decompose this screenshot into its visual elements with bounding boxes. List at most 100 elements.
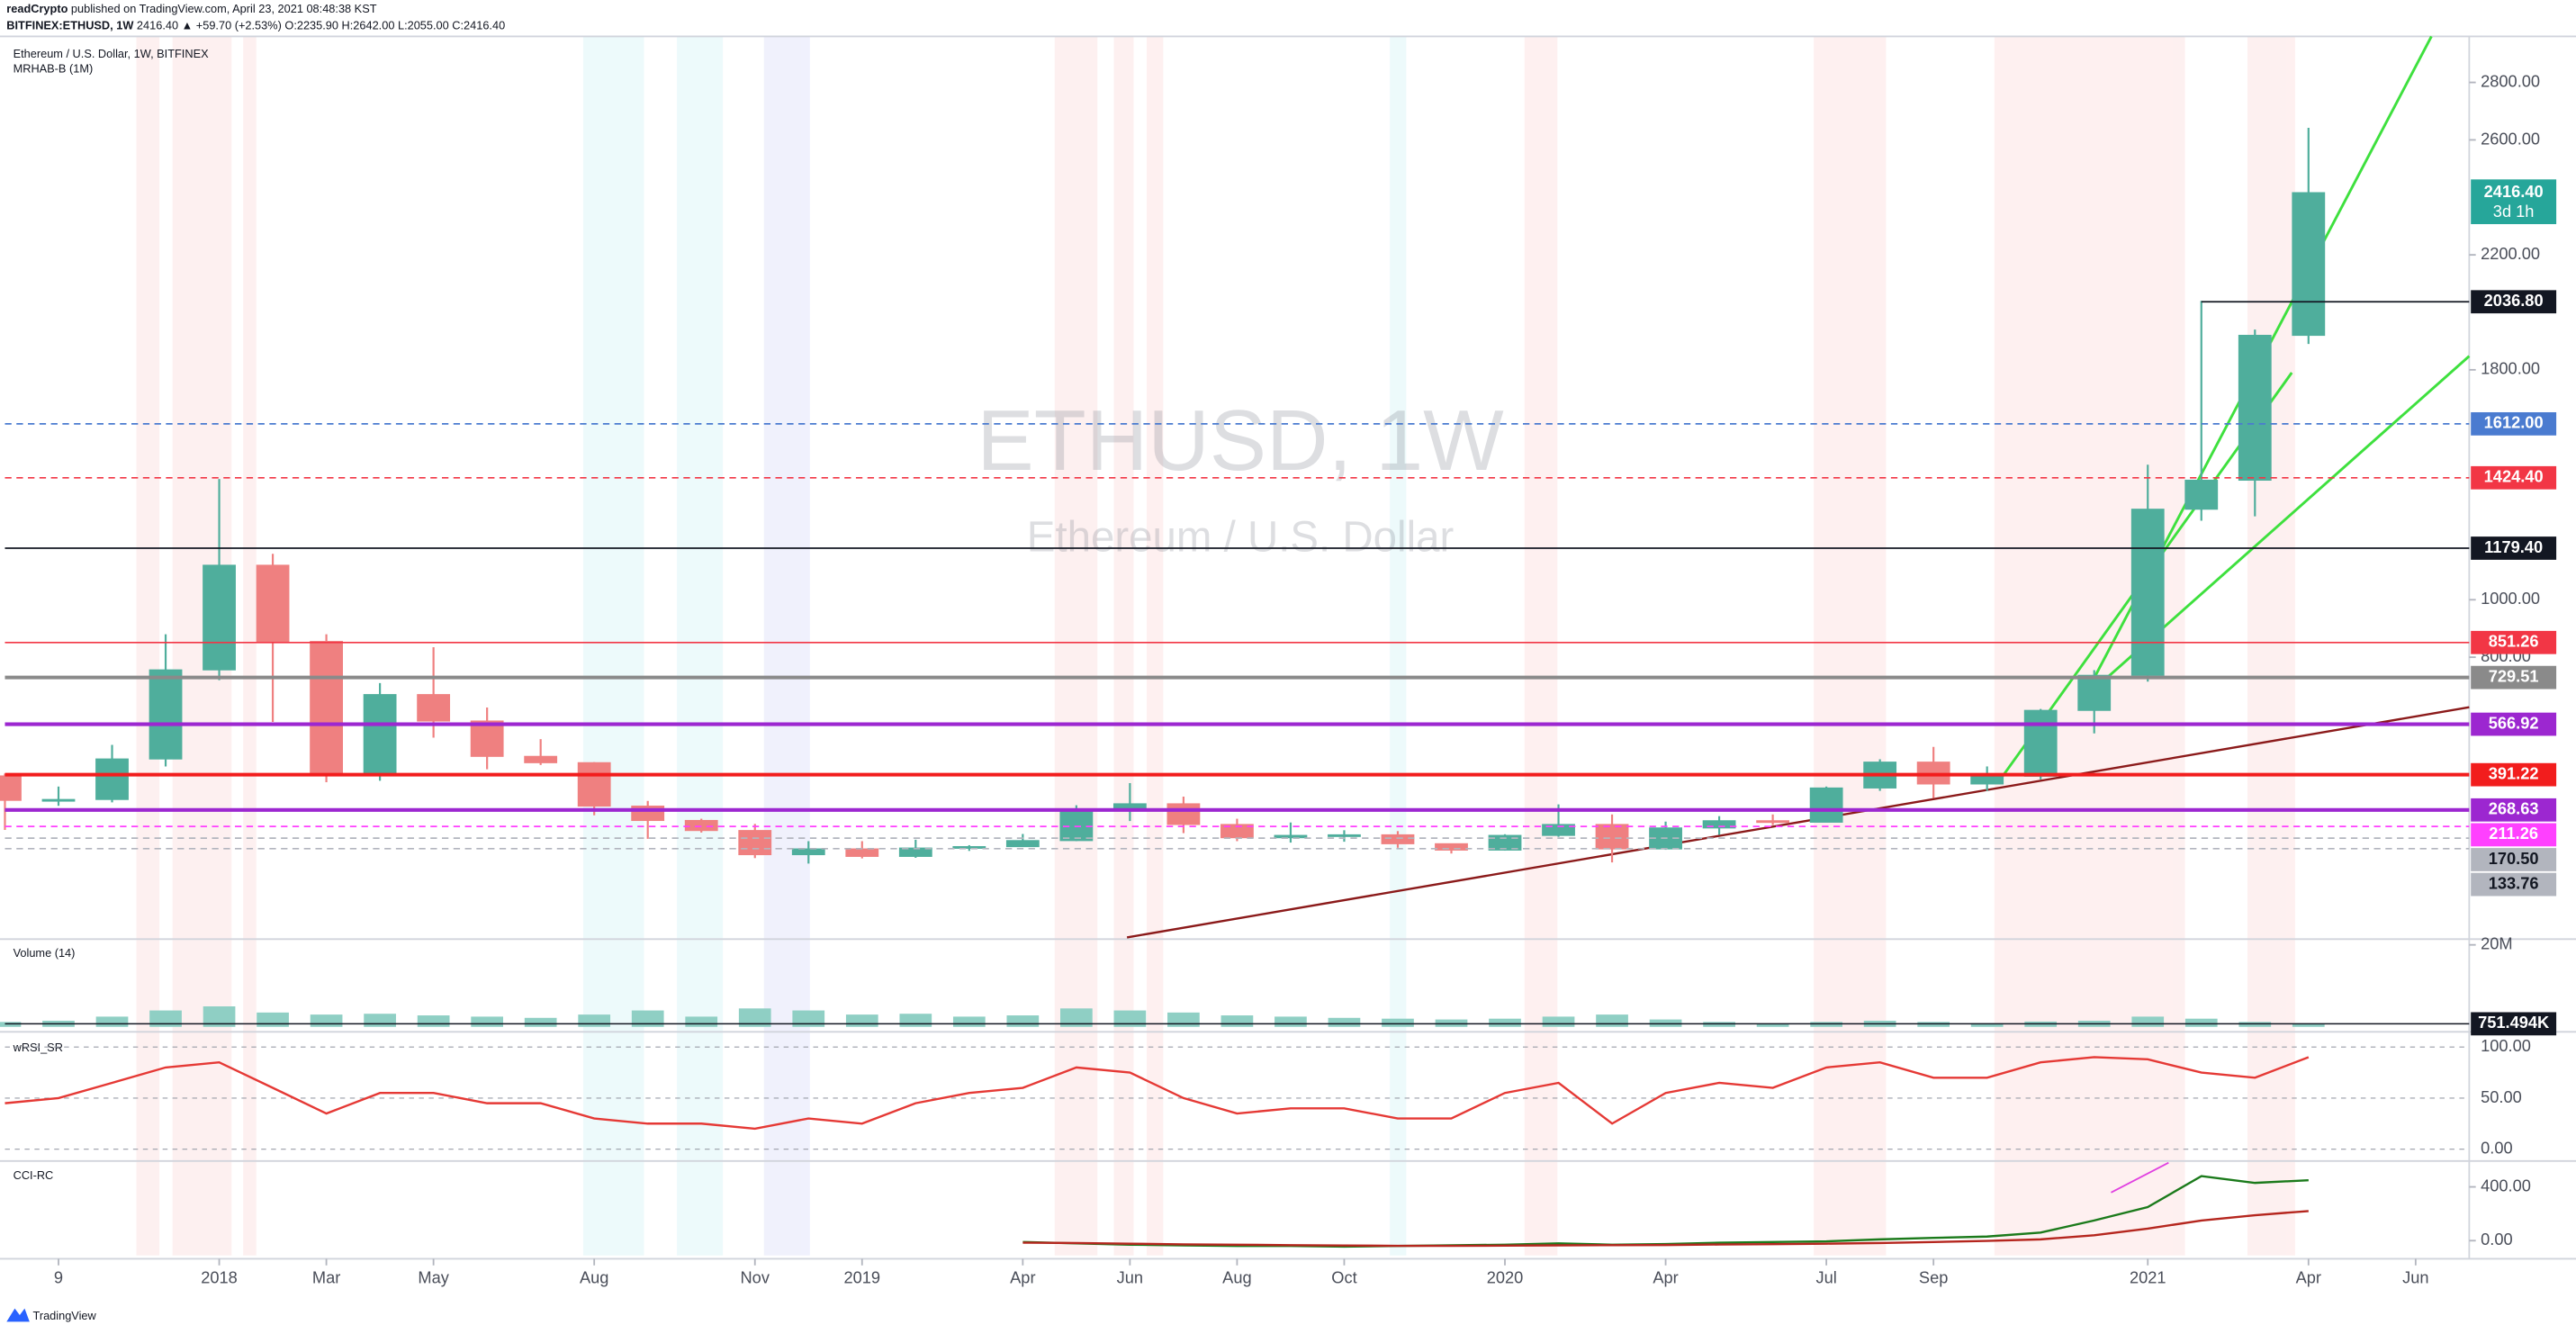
candle-body xyxy=(738,830,772,856)
level-label-box xyxy=(2471,872,2557,897)
volume-bar xyxy=(792,1010,825,1027)
last-price-countdown: 3d 1h xyxy=(2493,202,2535,221)
y-tick-label: 1800.00 xyxy=(2481,359,2540,378)
volume-bar xyxy=(2292,1023,2325,1027)
level-label-box xyxy=(2471,798,2557,822)
candle-body xyxy=(363,694,397,774)
band xyxy=(763,36,810,1256)
volume-bar xyxy=(310,1014,343,1027)
candle-body xyxy=(310,641,343,774)
x-tick-label: Nov xyxy=(741,1267,770,1286)
candle-body xyxy=(952,845,986,849)
level-label: 566.92 xyxy=(2489,713,2539,732)
candle-body xyxy=(0,775,22,801)
candle-body xyxy=(2292,192,2326,337)
y-tick-label: 100.00 xyxy=(2481,1036,2531,1055)
level-label: 1179.40 xyxy=(2484,537,2543,556)
candle-body xyxy=(470,720,504,757)
published: published on TradingView.com, April 23, … xyxy=(71,2,377,15)
volume-bar xyxy=(1220,1015,1254,1027)
volume-bar xyxy=(1542,1016,1575,1027)
band xyxy=(1814,36,1887,1256)
x-tick-label: Oct xyxy=(1331,1267,1356,1286)
header-line: readCrypto published on TradingView.com,… xyxy=(6,2,376,15)
level-label-box xyxy=(2471,848,2557,871)
volume-bar xyxy=(685,1016,718,1027)
volume-bar xyxy=(1970,1023,2004,1027)
volume-bar xyxy=(1006,1015,1040,1027)
volume-bar xyxy=(952,1016,986,1027)
level-label: 729.51 xyxy=(2489,666,2539,685)
candle-body xyxy=(1005,840,1040,848)
level-label-box xyxy=(2471,712,2557,736)
candle-body xyxy=(1166,803,1201,825)
candle-body xyxy=(2130,509,2165,676)
band xyxy=(677,36,724,1256)
volume-bar xyxy=(1274,1016,1307,1027)
quote: 2416.40 ▲ +59.70 (+2.53%) O:2235.90 H:26… xyxy=(137,19,505,32)
band xyxy=(1113,36,1134,1256)
legend-title: Ethereum / U.S. Dollar, 1W, BITFINEX xyxy=(14,47,209,60)
candle-body xyxy=(1488,834,1522,851)
level-label: 2036.80 xyxy=(2484,291,2544,310)
volume-bar xyxy=(1060,1008,1093,1027)
y-tick-label: 2800.00 xyxy=(2481,71,2540,90)
volume-bar xyxy=(738,1008,771,1027)
level-label: 851.26 xyxy=(2489,632,2539,651)
indicator-line xyxy=(5,1056,2310,1131)
y-tick-label: 2600.00 xyxy=(2481,129,2540,148)
volume-bar xyxy=(1596,1014,1628,1027)
y-tick-label: 0.00 xyxy=(2481,1138,2513,1157)
candle-body xyxy=(1809,787,1843,823)
quote-line: BITFINEX:ETHUSD, 1W 2416.40 ▲ +59.70 (+2… xyxy=(6,19,505,32)
x-tick-label: Aug xyxy=(580,1267,608,1286)
volume-bar xyxy=(1382,1018,1414,1027)
last-price-box xyxy=(2471,179,2557,225)
logo xyxy=(6,1308,30,1322)
volume-bar xyxy=(1113,1010,1147,1027)
volume-bar xyxy=(471,1016,504,1027)
candle-body xyxy=(417,694,451,722)
y-tick-label: 50.00 xyxy=(2481,1087,2522,1106)
pane-title: Volume (14) xyxy=(14,946,76,960)
value-label-box xyxy=(2471,1012,2557,1036)
level-label-box xyxy=(2471,823,2557,847)
trend-line xyxy=(1126,706,2470,939)
x-tick-label: Apr xyxy=(2296,1267,2321,1286)
x-tick-label: 2021 xyxy=(2130,1267,2166,1286)
band xyxy=(136,36,160,1256)
volume-bar xyxy=(257,1012,289,1027)
volume-bar xyxy=(417,1015,450,1027)
candle-body xyxy=(2238,334,2272,482)
trend-line xyxy=(2111,1161,2169,1194)
level-label: 1612.00 xyxy=(2484,413,2544,432)
x-tick-label: Mar xyxy=(312,1267,340,1286)
band xyxy=(2247,36,2295,1256)
watermark-description: Ethereum / U.S. Dollar xyxy=(1027,513,1455,561)
x-tick-label: Sep xyxy=(1919,1267,1948,1286)
candle-body xyxy=(95,758,129,800)
candle-body xyxy=(1542,824,1575,836)
volume-bar xyxy=(899,1014,932,1027)
volume-bar xyxy=(1489,1018,1521,1027)
level-label-box xyxy=(2471,536,2557,560)
level-label: 211.26 xyxy=(2489,824,2538,843)
level-label: 391.22 xyxy=(2489,763,2539,782)
level-label: 170.50 xyxy=(2489,849,2539,868)
candle-body xyxy=(684,819,718,832)
candle-body xyxy=(203,564,236,671)
volume-bar xyxy=(364,1014,396,1027)
candle-body xyxy=(1435,843,1468,851)
level-label-box xyxy=(2471,411,2557,436)
level-label-box xyxy=(2471,665,2557,690)
candle-body xyxy=(1595,824,1629,850)
candles xyxy=(0,128,2326,864)
band xyxy=(243,36,257,1256)
last-price-label: 2416.40 xyxy=(2484,182,2544,201)
candle-body xyxy=(2184,479,2219,510)
level-label-box xyxy=(2471,465,2557,490)
volume-bar xyxy=(1328,1017,1361,1027)
band xyxy=(1147,36,1164,1256)
